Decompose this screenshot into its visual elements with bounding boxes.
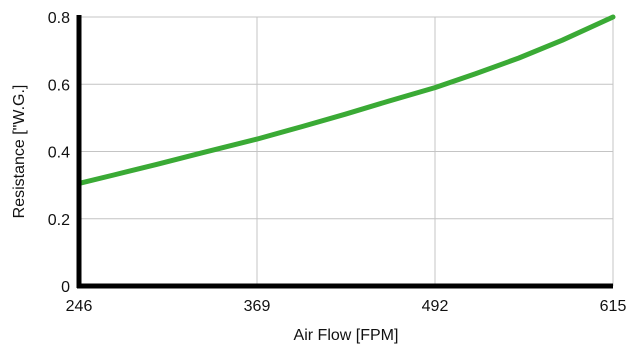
x-tick-label-3: 615 bbox=[600, 298, 627, 315]
y-tick-label-2: 0.4 bbox=[48, 145, 70, 162]
y-tick-label-0: 0 bbox=[61, 279, 70, 296]
grid-lines bbox=[78, 16, 614, 287]
axes bbox=[76, 15, 613, 289]
tick-labels: 246 369 492 615 0 0.2 0.4 0.6 0.8 bbox=[48, 10, 627, 315]
series-layer bbox=[76, 14, 616, 186]
x-tick-label-0: 246 bbox=[66, 298, 93, 315]
y-tick-label-4: 0.8 bbox=[48, 10, 70, 27]
x-axis-label: Air Flow [FPM] bbox=[294, 327, 399, 344]
x-tick-label-1: 369 bbox=[244, 298, 271, 315]
y-axis-label: Resistance ["W.G.] bbox=[11, 85, 28, 219]
y-tick-label-3: 0.6 bbox=[48, 77, 70, 94]
series-line-0 bbox=[76, 14, 616, 186]
y-tick-label-1: 0.2 bbox=[48, 212, 70, 229]
x-tick-label-2: 492 bbox=[422, 298, 449, 315]
